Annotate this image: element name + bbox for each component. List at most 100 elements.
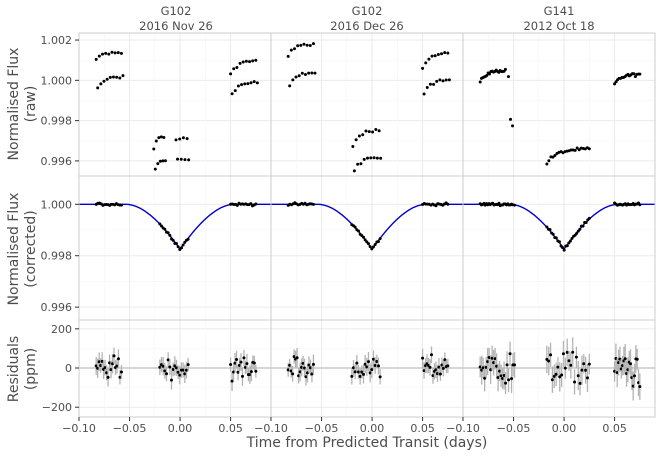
raw-point xyxy=(508,117,512,121)
y-tick-label: 0.998 xyxy=(41,250,73,263)
residual-point xyxy=(356,370,360,374)
residual-point xyxy=(508,352,512,356)
raw-point xyxy=(311,42,315,46)
residual-point xyxy=(106,375,110,379)
raw-point xyxy=(96,86,100,90)
residual-point xyxy=(363,362,367,366)
residual-point xyxy=(236,370,240,374)
raw-point xyxy=(118,76,122,80)
corrected-point xyxy=(551,232,555,236)
panel-background xyxy=(271,176,463,320)
raw-point xyxy=(440,52,444,56)
raw-point xyxy=(119,51,123,55)
x-tick-label: 0.00 xyxy=(552,422,577,435)
corrected-series-c1 xyxy=(79,201,271,251)
residual-point xyxy=(289,369,293,373)
raw-point xyxy=(369,156,373,160)
residual-point xyxy=(310,372,314,376)
raw-point xyxy=(308,43,312,47)
row-axis-titles: Normalised Flux (raw) Normalised Flux (c… xyxy=(6,48,39,403)
residual-point xyxy=(252,361,256,365)
residual-point xyxy=(495,364,499,368)
panel-corr-c1 xyxy=(79,176,271,320)
corrected-point xyxy=(119,203,123,207)
raw-point xyxy=(361,133,365,137)
residual-point xyxy=(109,368,113,372)
residual-point xyxy=(371,357,375,361)
residual-point xyxy=(235,357,239,361)
residual-point xyxy=(240,374,244,378)
raw-point xyxy=(240,83,244,87)
corrected-point xyxy=(181,243,185,247)
residual-point xyxy=(108,361,112,365)
corrected-point xyxy=(176,245,180,249)
raw-point xyxy=(249,81,253,85)
raw-point xyxy=(110,50,114,54)
raw-point xyxy=(174,138,178,142)
residual-point xyxy=(229,363,233,367)
raw-point xyxy=(158,159,162,163)
residual-point xyxy=(352,366,356,370)
raw-point xyxy=(243,82,247,86)
y-tick-label: 0 xyxy=(65,362,72,375)
corrected-point xyxy=(368,245,372,249)
raw-point xyxy=(632,72,636,76)
panel-border xyxy=(462,319,656,418)
raw-point xyxy=(181,136,185,140)
residual-point xyxy=(571,350,575,354)
corrected-point xyxy=(584,221,588,225)
residual-point xyxy=(498,369,502,373)
corrected-point xyxy=(158,222,162,226)
residual-point xyxy=(164,372,168,376)
residual-point xyxy=(446,364,450,368)
residual-point xyxy=(168,365,172,369)
raw-point xyxy=(159,135,163,139)
corrected-point xyxy=(249,202,253,206)
residual-point xyxy=(308,366,312,370)
residual-point xyxy=(368,371,372,375)
raw-point xyxy=(244,59,248,63)
residual-point xyxy=(478,365,482,369)
raw-point xyxy=(377,129,381,133)
raw-point xyxy=(427,57,431,61)
strip-label-col1-line1: G102 xyxy=(161,4,192,18)
residual-point xyxy=(181,368,185,372)
residual-point xyxy=(560,373,564,377)
raw-point xyxy=(294,75,298,79)
raw-point xyxy=(163,159,167,163)
raw-point xyxy=(487,72,491,76)
raw-point xyxy=(252,80,256,84)
corrected-series-c3 xyxy=(463,201,655,252)
residual-point xyxy=(422,369,426,373)
raw-point xyxy=(154,139,158,143)
residual-point xyxy=(549,353,553,357)
panel-raw-c1 xyxy=(79,33,271,176)
residual-point xyxy=(118,375,122,379)
y-tick-label: 0.996 xyxy=(41,301,73,314)
residual-point xyxy=(492,361,496,365)
ylabel-raw-line1: Normalised Flux xyxy=(6,48,22,161)
residual-point xyxy=(484,365,488,369)
raw-point xyxy=(236,84,240,88)
raw-point xyxy=(354,138,358,142)
residual-point xyxy=(360,370,364,374)
raw-point xyxy=(506,75,510,79)
residual-point xyxy=(232,370,236,374)
raw-point xyxy=(553,154,557,158)
residual-point xyxy=(493,357,497,361)
x-tick-label: −0.10 xyxy=(62,422,96,435)
corrected-series-c2 xyxy=(271,201,463,251)
raw-point xyxy=(107,52,111,56)
x-tick-label: −0.05 xyxy=(305,422,339,435)
corrected-point xyxy=(254,202,258,206)
raw-point xyxy=(441,79,445,83)
corrected-point xyxy=(570,236,574,240)
residual-point xyxy=(481,366,485,370)
raw-point xyxy=(351,144,355,148)
raw-point xyxy=(485,74,489,78)
x-tick-label: 0.05 xyxy=(602,422,627,435)
corrected-point xyxy=(376,239,380,243)
residual-point xyxy=(242,356,246,360)
x-tick-label: 0.05 xyxy=(218,422,243,435)
residual-point xyxy=(350,374,354,378)
